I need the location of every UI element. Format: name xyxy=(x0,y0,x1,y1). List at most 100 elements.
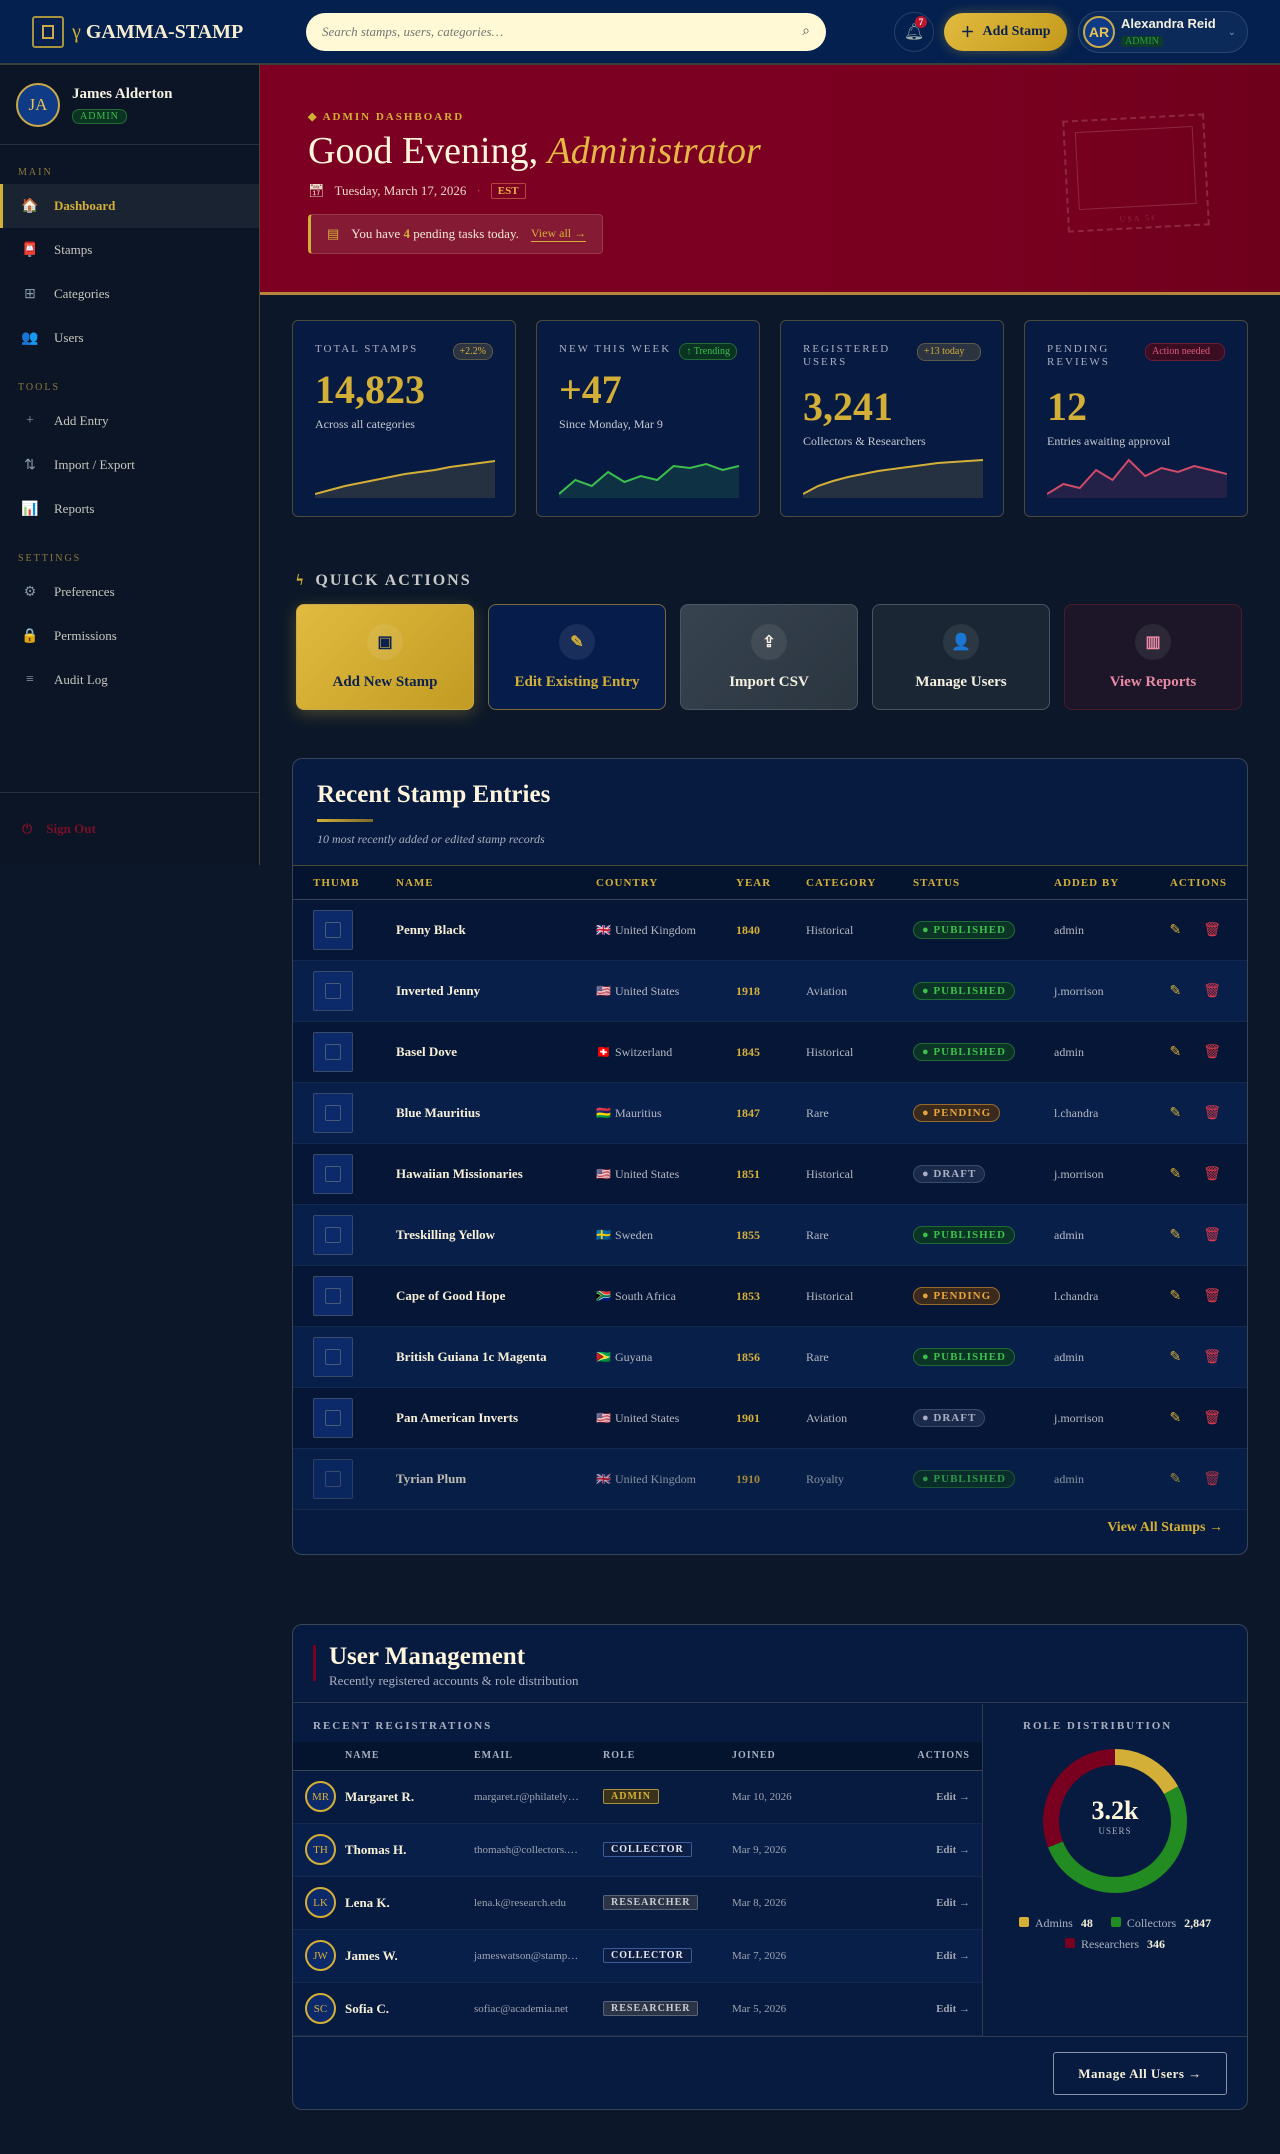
delete-icon[interactable]: 🗑︎ xyxy=(1203,1288,1221,1304)
stamp-thumbnail[interactable] xyxy=(313,1459,353,1499)
flag-icon: 🇨🇭 xyxy=(596,1044,611,1059)
stamp-thumbnail[interactable] xyxy=(313,1032,353,1072)
quick-action-import-csv[interactable]: ⇪ Import CSV xyxy=(680,604,858,710)
edit-icon[interactable]: ✎ xyxy=(1169,1044,1182,1060)
edit-icon[interactable]: ✎ xyxy=(1169,1349,1182,1365)
search-input[interactable] xyxy=(322,24,803,40)
stamp-icon xyxy=(325,983,341,999)
table-row[interactable]: Cape of Good Hope 🇿🇦 South Africa 1853 Histo… xyxy=(293,1265,1247,1327)
status-text: DRAFT xyxy=(933,1412,977,1424)
separator: · xyxy=(476,183,481,198)
stamp-name: Inverted Jenny xyxy=(396,983,481,998)
total-label: USERS xyxy=(1098,1826,1132,1836)
sidebar-item-import-export[interactable]: ⇅ Import / Export xyxy=(0,443,259,487)
edit-user-link[interactable]: Edit → xyxy=(936,1896,970,1909)
stamp-thumbnail[interactable] xyxy=(313,1215,353,1255)
name-cell: Basel Dove xyxy=(376,1021,576,1083)
delete-icon[interactable]: 🗑︎ xyxy=(1203,1227,1221,1243)
manage-all-users-button[interactable]: Manage All Users → xyxy=(1053,2052,1227,2095)
edit-icon[interactable]: ✎ xyxy=(1169,922,1182,938)
thumb-cell xyxy=(293,960,376,1022)
edit-icon[interactable]: ✎ xyxy=(1169,1288,1182,1304)
table-row[interactable]: Treskilling Yellow 🇸🇪 Sweden 1855 Rare ● PUBL… xyxy=(293,1204,1247,1266)
avatar-cell: SC xyxy=(293,1982,345,2036)
edit-icon[interactable]: ✎ xyxy=(1169,983,1182,999)
edit-icon: ✎ xyxy=(559,623,595,660)
legend-value: 48 xyxy=(1080,1916,1093,1930)
sidebar-item-reports[interactable]: 📊 Reports xyxy=(0,487,259,531)
edit-user-link[interactable]: Edit → xyxy=(936,1949,970,1962)
delete-icon[interactable]: 🗑︎ xyxy=(1203,1410,1221,1426)
table-row[interactable]: Hawaiian Missionaries 🇺🇸 United States 1851… xyxy=(293,1143,1247,1205)
edit-user-link[interactable]: Edit → xyxy=(936,2002,970,2015)
name-cell: Penny Black xyxy=(376,899,576,961)
edit-user-link[interactable]: Edit → xyxy=(936,1843,970,1856)
sidebar-item-preferences[interactable]: ⚙ Preferences xyxy=(0,570,259,614)
sidebar-item-add-entry[interactable]: + Add Entry xyxy=(0,399,259,443)
column-header: THUMB xyxy=(293,865,376,900)
stamp-thumbnail[interactable] xyxy=(313,1337,353,1377)
stamp-thumbnail[interactable] xyxy=(313,1154,353,1194)
chip-icon: ▣ xyxy=(367,623,403,660)
sidebar-item-label: Add Entry xyxy=(54,413,109,428)
stamp-thumbnail[interactable] xyxy=(313,971,353,1011)
legend-swatch xyxy=(1110,1917,1121,1927)
delete-icon[interactable]: 🗑︎ xyxy=(1203,922,1221,938)
notifications-button[interactable]: 🔔︎ 7 xyxy=(894,12,934,52)
edit-icon[interactable]: ✎ xyxy=(1169,1471,1182,1487)
bar-chart-icon: ▥ xyxy=(1135,623,1171,660)
table-row[interactable]: British Guiana 1c Magenta 🇬🇾 Guyana 1856 Rar… xyxy=(293,1326,1247,1388)
sidebar-item-permissions[interactable]: 🔒 Permissions xyxy=(0,614,259,658)
page-title: Good Evening, Administrator xyxy=(308,129,761,173)
table-row[interactable]: Tyrian Plum 🇬🇧 United Kingdom 1910 Royalty ● … xyxy=(293,1448,1247,1510)
stat-subtitle: Since Monday, Mar 9 xyxy=(559,417,663,432)
quick-action-edit-existing-entry[interactable]: ✎ Edit Existing Entry xyxy=(488,604,666,710)
category-cell: Royalty xyxy=(786,1448,893,1510)
sidebar-item-stamps[interactable]: 📮 Stamps xyxy=(0,228,259,272)
stamp-thumbnail[interactable] xyxy=(313,1398,353,1438)
stamp-icon xyxy=(325,1227,341,1243)
search-icon[interactable]: ⌕ xyxy=(802,24,810,39)
add-stamp-button[interactable]: ＋ Add Stamp xyxy=(944,13,1067,51)
column-header: NAME xyxy=(345,1742,474,1771)
view-all-tasks-link[interactable]: View all → xyxy=(530,226,587,242)
sidebar-item-categories[interactable]: ⊞ Categories xyxy=(0,272,259,316)
logo[interactable]: γ GAMMA-STAMP xyxy=(32,16,243,48)
table-row[interactable]: Basel Dove 🇨🇭 Switzerland 1845 Historical ● P… xyxy=(293,1021,1247,1083)
sign-out-button[interactable]: ⏻ Sign Out xyxy=(0,792,259,865)
search-bar[interactable]: ⌕ xyxy=(306,13,826,51)
sidebar-item-users[interactable]: 👥 Users xyxy=(0,316,259,360)
edit-icon[interactable]: ✎ xyxy=(1169,1227,1182,1243)
edit-icon[interactable]: ✎ xyxy=(1169,1410,1182,1426)
table-row[interactable]: Blue Mauritius 🇲🇺 Mauritius 1847 Rare ● PENDI… xyxy=(293,1082,1247,1144)
delete-icon[interactable]: 🗑︎ xyxy=(1203,983,1221,999)
quick-action-view-reports[interactable]: ▥ View Reports xyxy=(1064,604,1242,710)
quick-action-add-new-stamp[interactable]: ▣ Add New Stamp xyxy=(296,604,474,710)
delete-icon[interactable]: 🗑︎ xyxy=(1203,1044,1221,1060)
stamp-thumbnail[interactable] xyxy=(313,1093,353,1133)
joined-date: Mar 9, 2026 xyxy=(732,1843,787,1856)
stamp-thumbnail[interactable] xyxy=(313,1276,353,1316)
table-row[interactable]: Penny Black 🇬🇧 United Kingdom 1840 Historica… xyxy=(293,899,1247,961)
edit-icon[interactable]: ✎ xyxy=(1169,1105,1182,1121)
edit-icon[interactable]: ✎ xyxy=(1169,1166,1182,1182)
delete-icon[interactable]: 🗑︎ xyxy=(1203,1471,1221,1487)
delete-icon[interactable]: 🗑︎ xyxy=(1203,1166,1221,1182)
edit-user-link[interactable]: Edit → xyxy=(936,1790,970,1803)
stamp-thumbnail[interactable] xyxy=(313,910,353,950)
status-text: PUBLISHED xyxy=(933,985,1006,997)
sidebar-item-audit-log[interactable]: ≡ Audit Log xyxy=(0,658,259,702)
table-row[interactable]: Pan American Inverts 🇺🇸 United States 1901 A… xyxy=(293,1387,1247,1449)
quick-action-manage-users[interactable]: 👤 Manage Users xyxy=(872,604,1050,710)
delete-icon[interactable]: 🗑︎ xyxy=(1203,1349,1221,1365)
view-all-stamps-link[interactable]: View All Stamps → xyxy=(1107,1520,1223,1535)
panel-subtitle: 10 most recently added or edited stamp r… xyxy=(317,832,545,846)
table-row[interactable]: Inverted Jenny 🇺🇸 United States 1918 Aviatio… xyxy=(293,960,1247,1022)
name-cell: James W. xyxy=(345,1929,474,1983)
sidebar-item-dashboard[interactable]: 🏠 Dashboard xyxy=(0,184,259,228)
delete-icon[interactable]: 🗑︎ xyxy=(1203,1105,1221,1121)
avatar-cell: JW xyxy=(293,1929,345,1983)
stamp-name: Treskilling Yellow xyxy=(396,1227,496,1242)
stamp-name: British Guiana 1c Magenta xyxy=(396,1349,547,1364)
user-menu[interactable]: AR Alexandra Reid ADMIN ⌄ xyxy=(1078,11,1248,53)
